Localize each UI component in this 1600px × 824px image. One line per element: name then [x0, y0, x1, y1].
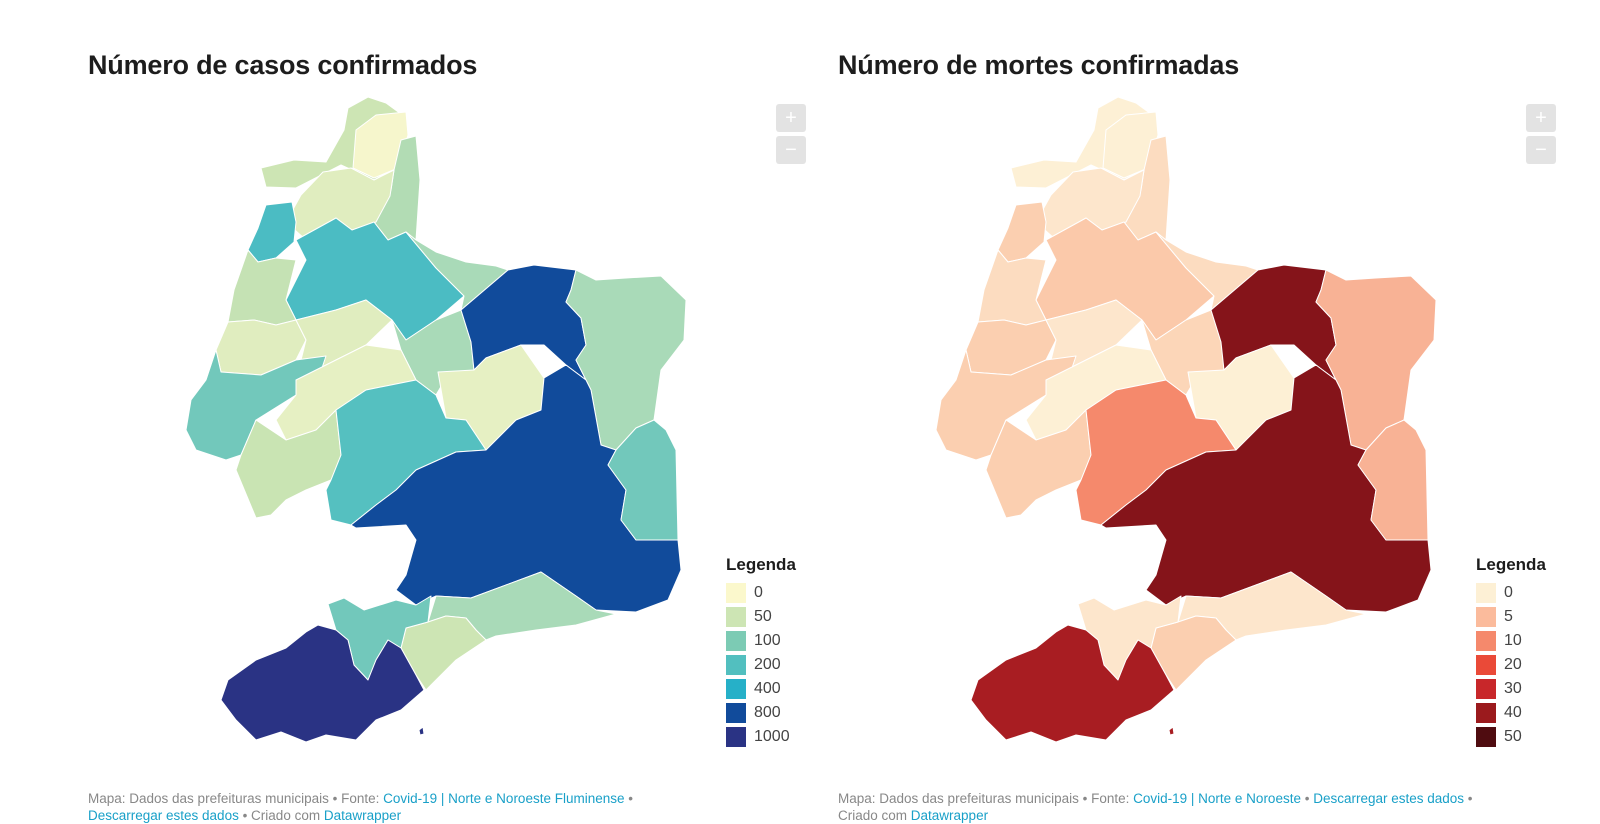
map-region[interactable]: [970, 624, 1175, 743]
datawrapper-link[interactable]: Datawrapper: [910, 808, 989, 823]
map-region[interactable]: [977, 249, 1047, 326]
legend-item: 50: [1476, 725, 1546, 749]
legend-item: 50: [726, 605, 796, 629]
legend-item: 800: [726, 701, 796, 725]
footer-prefix: Mapa: Dados das prefeituras municipais •…: [88, 791, 384, 806]
map-region[interactable]: [247, 201, 297, 263]
legend-item: 0: [1476, 581, 1546, 605]
legend-label: 0: [1504, 584, 1513, 601]
footer-separator: •: [624, 791, 633, 806]
source-link[interactable]: Covid-19 | Norte e Noroeste Fluminense: [383, 791, 625, 806]
footer-separator: •: [1464, 791, 1473, 806]
legend-item: 10: [1476, 629, 1546, 653]
legend-item: 100: [726, 629, 796, 653]
download-data-link[interactable]: Descarregar estes dados: [88, 808, 239, 823]
legend-swatch: [726, 631, 746, 651]
deaths-map-footer: Mapa: Dados das prefeituras municipais •…: [838, 790, 1558, 824]
legend-item: 40: [1476, 701, 1546, 725]
legend-label: 100: [754, 632, 781, 649]
map-region[interactable]: [220, 624, 425, 743]
legend-swatch: [1476, 703, 1496, 723]
cases-choropleth-map[interactable]: [88, 88, 708, 768]
legend-swatch: [726, 727, 746, 747]
legend-swatch: [1476, 607, 1496, 627]
legend-swatch: [726, 607, 746, 627]
cases-legend: Legenda 0 50 100 200 400 800 1000: [726, 555, 796, 749]
deaths-choropleth-map[interactable]: [838, 88, 1458, 768]
legend-label: 200: [754, 656, 781, 673]
legend-swatch: [1476, 583, 1496, 603]
source-link[interactable]: Covid-19 | Norte e Noroeste: [1133, 791, 1301, 806]
legend-swatch: [1476, 679, 1496, 699]
cases-map-footer: Mapa: Dados das prefeituras municipais •…: [88, 790, 808, 824]
legend-item: 0: [726, 581, 796, 605]
map-islet: [1168, 726, 1175, 736]
legend-swatch: [726, 703, 746, 723]
legend-label: 1000: [754, 728, 790, 745]
legend-title: Legenda: [726, 555, 796, 574]
legend-item: 1000: [726, 725, 796, 749]
legend-label: 30: [1504, 680, 1522, 697]
map-region[interactable]: [997, 201, 1047, 263]
cases-map-panel: Número de casos confirmados + − Legenda …: [88, 0, 848, 824]
legend-title: Legenda: [1476, 555, 1546, 574]
legend-swatch: [1476, 655, 1496, 675]
legend-label: 50: [754, 608, 772, 625]
legend-item: 5: [1476, 605, 1546, 629]
zoom-in-button[interactable]: +: [1526, 104, 1556, 132]
legend-label: 50: [1504, 728, 1522, 745]
legend-item: 30: [1476, 677, 1546, 701]
legend-swatch: [726, 583, 746, 603]
legend-label: 10: [1504, 632, 1522, 649]
zoom-in-button[interactable]: +: [776, 104, 806, 132]
map-region[interactable]: [1357, 419, 1429, 541]
map-region[interactable]: [1100, 364, 1432, 613]
zoom-out-button[interactable]: −: [1526, 136, 1556, 164]
legend-label: 20: [1504, 656, 1522, 673]
legend-swatch: [1476, 727, 1496, 747]
zoom-out-button[interactable]: −: [776, 136, 806, 164]
legend-label: 40: [1504, 704, 1522, 721]
footer-created-with: • Criado com: [238, 808, 324, 823]
map-islet: [418, 726, 425, 736]
legend-item: 200: [726, 653, 796, 677]
map-region[interactable]: [350, 364, 682, 613]
map-region[interactable]: [227, 249, 297, 326]
download-data-link[interactable]: Descarregar estes dados: [1313, 791, 1465, 806]
legend-label: 5: [1504, 608, 1513, 625]
footer-prefix: Mapa: Dados das prefeituras municipais •…: [838, 791, 1134, 806]
map-region[interactable]: [607, 419, 679, 541]
cases-map-title: Número de casos confirmados: [88, 50, 478, 80]
deaths-map-title: Número de mortes confirmadas: [838, 50, 1240, 80]
legend-swatch: [1476, 631, 1496, 651]
legend-swatch: [726, 655, 746, 675]
legend-item: 400: [726, 677, 796, 701]
legend-label: 0: [754, 584, 763, 601]
footer-separator: •: [1300, 791, 1314, 806]
datawrapper-link[interactable]: Datawrapper: [323, 808, 402, 823]
legend-item: 20: [1476, 653, 1546, 677]
deaths-map-panel: Número de mortes confirmadas + − Legenda…: [838, 0, 1598, 824]
legend-swatch: [726, 679, 746, 699]
deaths-legend: Legenda 0 5 10 20 30 40 50: [1476, 555, 1546, 749]
legend-label: 800: [754, 704, 781, 721]
footer-created-with: Criado com: [838, 808, 911, 823]
legend-label: 400: [754, 680, 781, 697]
